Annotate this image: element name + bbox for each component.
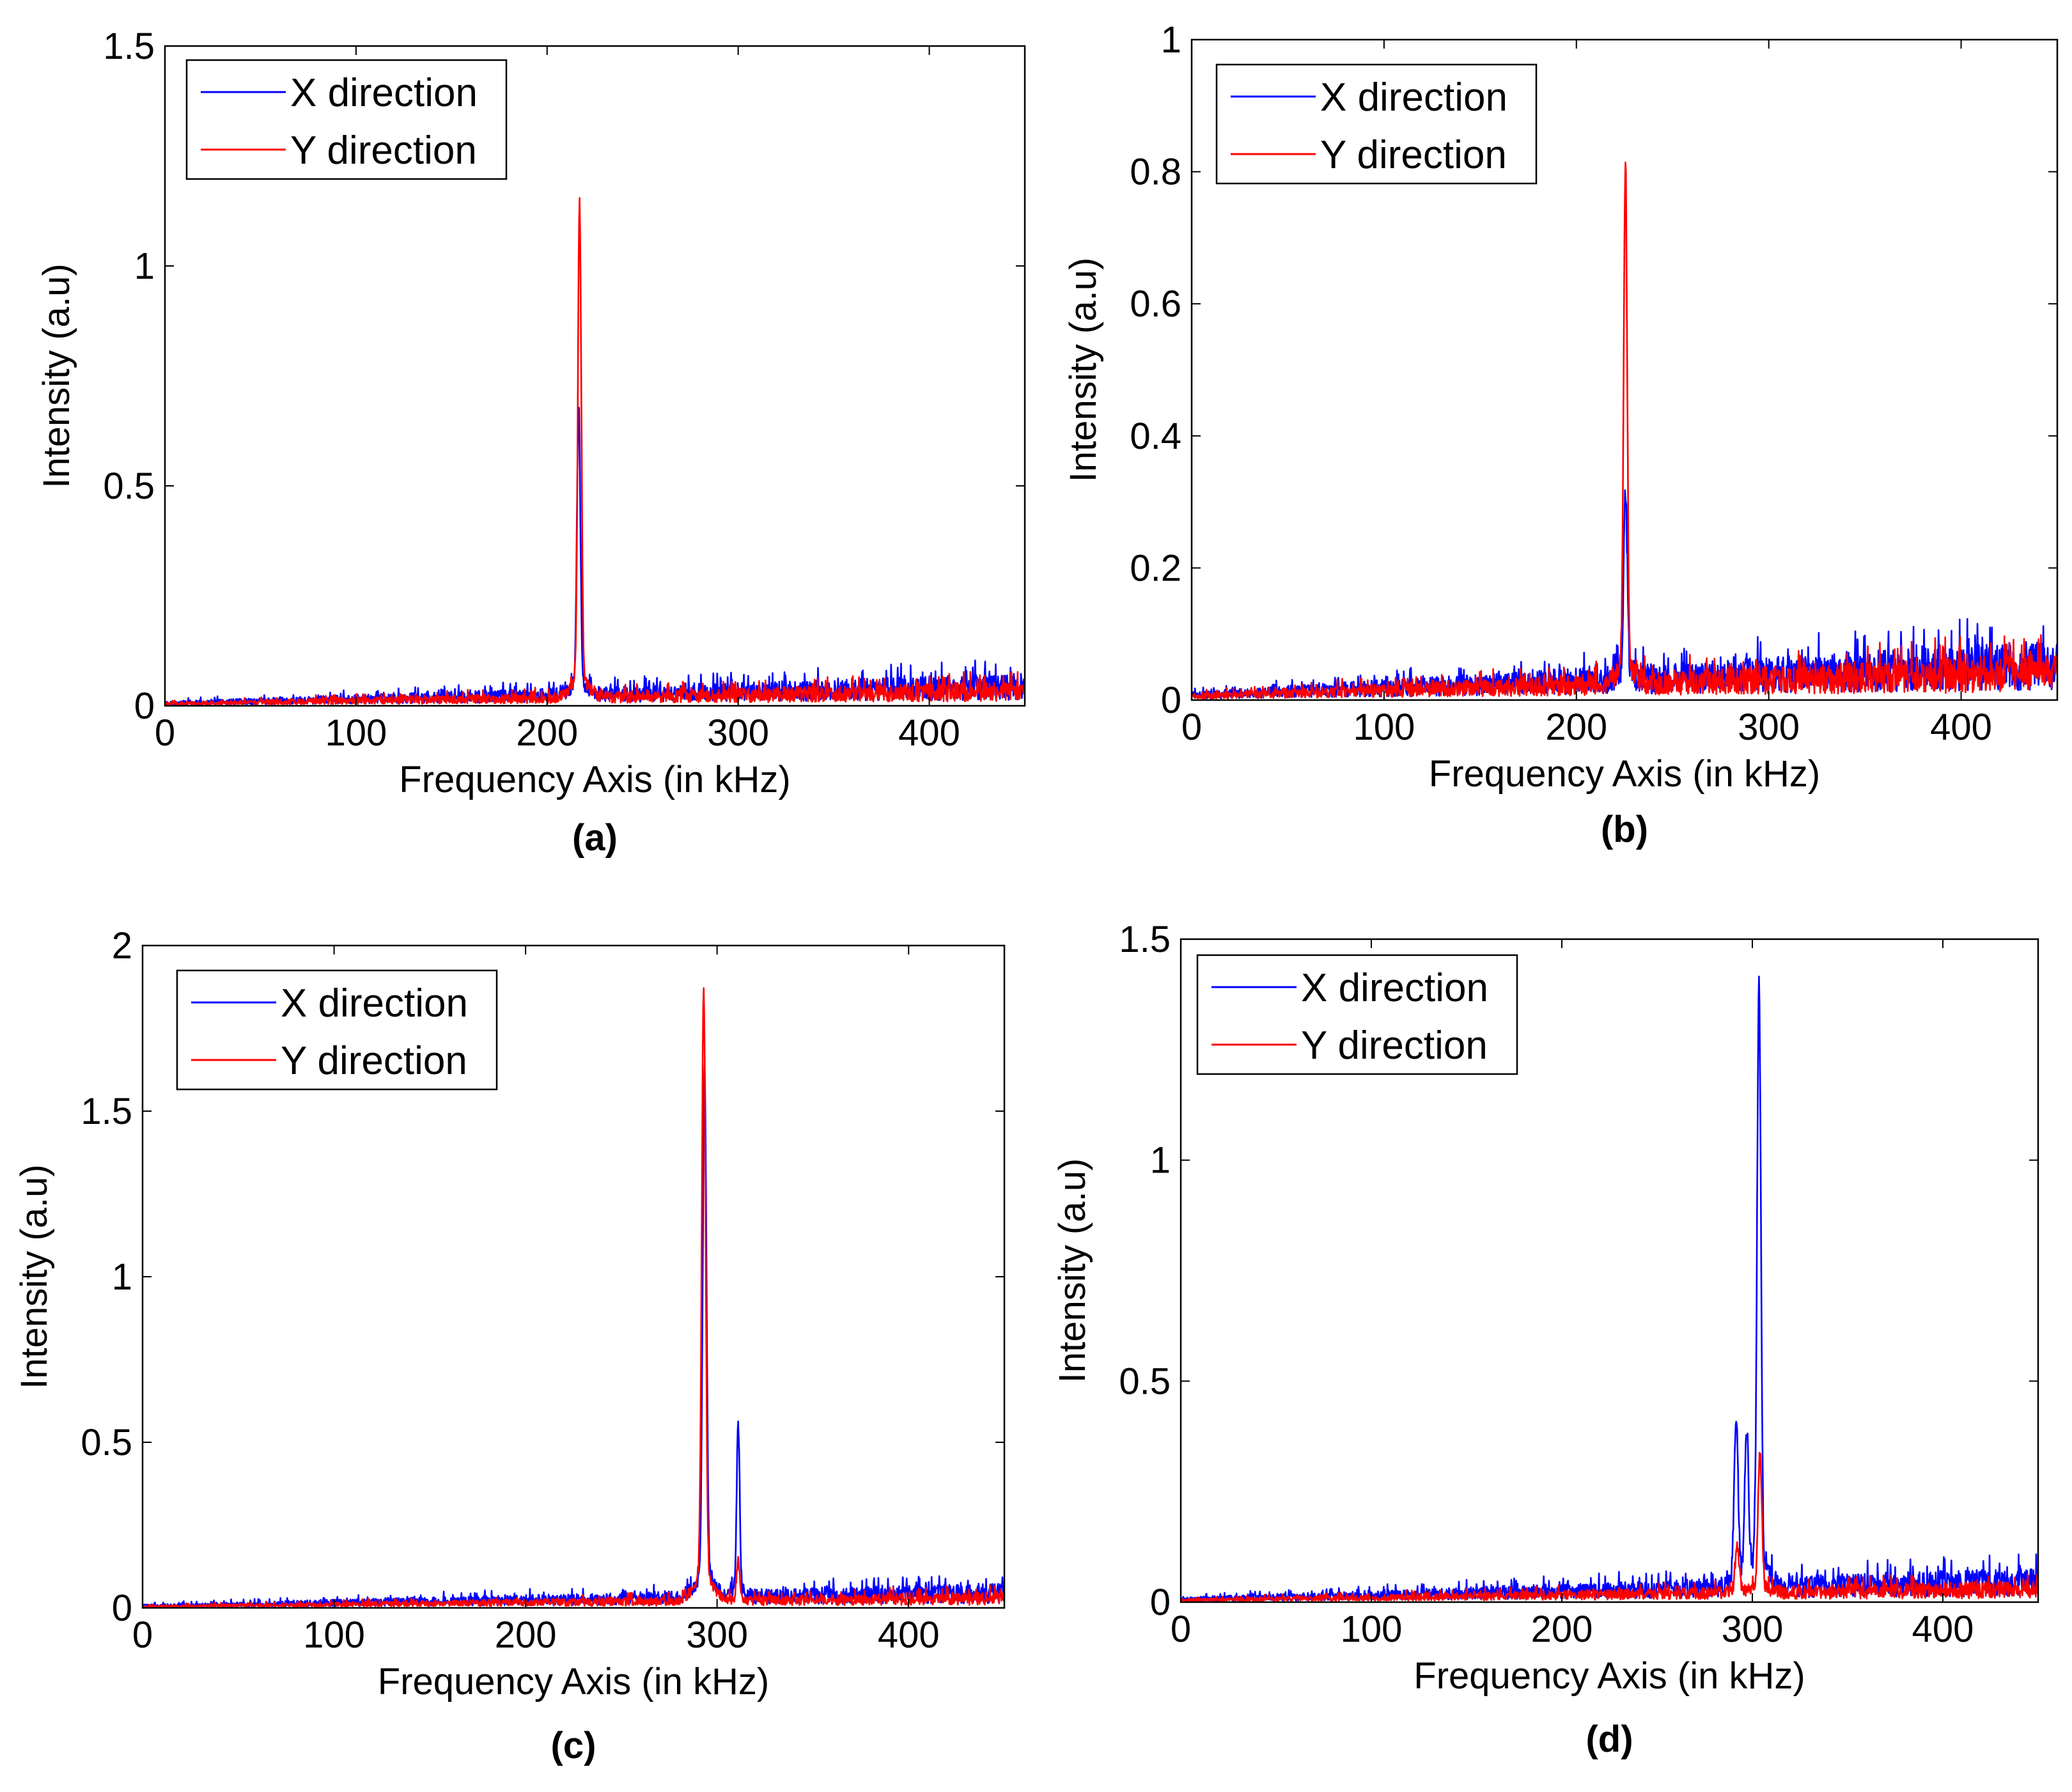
panel-label: (b) — [1601, 809, 1648, 850]
legend-label-y-direction: Y direction — [1320, 133, 1507, 177]
legend-box — [1196, 954, 1518, 1075]
x-tick-label: 200 — [1531, 1609, 1593, 1650]
y-axis-label: Intensity (a.u) — [1052, 1158, 1093, 1383]
x-tick-label: 0 — [1171, 1609, 1191, 1650]
x-tick-label: 100 — [1353, 706, 1415, 748]
x-tick-label: 400 — [1930, 706, 1992, 748]
x-axis-label: Frequency Axis (in kHz) — [1429, 753, 1820, 795]
x-tick-label: 400 — [1912, 1609, 1974, 1650]
y-tick-label: 0.4 — [1130, 416, 1181, 457]
legend-label-y-direction: Y direction — [281, 1039, 467, 1083]
axes-frame — [164, 45, 1026, 707]
y-tick-label: 0.5 — [1119, 1360, 1171, 1402]
legend-box — [1215, 63, 1538, 185]
x-axis-label: Frequency Axis (in kHz) — [399, 759, 790, 800]
y-tick-label: 2 — [112, 925, 132, 967]
legend-label-x-direction: X direction — [1320, 75, 1507, 120]
chart-panel-d: 0 100 200 300 400 0 0.5 1 1.5 Frequency Axis (in … — [1052, 919, 2039, 1760]
legend: X direction Y direction — [1215, 63, 1538, 185]
y-tick-label: 0 — [1150, 1582, 1171, 1623]
y-tick-label: 0.6 — [1130, 283, 1181, 325]
series-line-y-direction — [1181, 1451, 2038, 1602]
y-tick-label: 0 — [112, 1587, 132, 1629]
y-tick-label: 0 — [1161, 680, 1181, 721]
legend-label-y-direction: Y direction — [1301, 1024, 1488, 1068]
legend-box — [185, 59, 508, 180]
legend: X direction Y direction — [1196, 954, 1518, 1075]
legend: X direction Y direction — [185, 59, 508, 180]
x-tick-label: 0 — [1181, 706, 1202, 748]
axes-frame — [1190, 38, 2059, 701]
x-axis-label: Frequency Axis (in kHz) — [378, 1661, 769, 1702]
x-tick-label: 200 — [495, 1614, 557, 1656]
x-tick-label: 200 — [516, 712, 578, 754]
y-tick-label: 0.2 — [1130, 547, 1181, 589]
legend-box — [176, 969, 498, 1091]
y-tick-label: 0.5 — [81, 1422, 132, 1463]
series-line-y-direction — [1192, 161, 2057, 700]
y-tick-label: 1.5 — [103, 26, 155, 67]
legend-label-x-direction: X direction — [290, 71, 478, 115]
x-tick-label: 100 — [303, 1614, 365, 1656]
x-tick-label: 400 — [878, 1614, 940, 1656]
series-group — [165, 197, 1025, 706]
panel-label: (d) — [1585, 1718, 1633, 1760]
x-axis-label: Frequency Axis (in kHz) — [1414, 1655, 1805, 1697]
x-tick-label: 100 — [325, 712, 387, 754]
chart-panel-b: 0 100 200 300 400 0 0.2 0.4 0.6 0.8 1 Frequency Axi… — [1063, 19, 2059, 850]
x-tick-label: 300 — [1738, 706, 1800, 748]
series-group — [1192, 161, 2057, 700]
chart-panel-a: 0 100 200 300 400 0 0.5 1 1.5 Frequency Axis (in … — [36, 26, 1026, 859]
y-axis-label: Intensity (a.u) — [13, 1164, 55, 1389]
series-group — [1181, 976, 2038, 1602]
x-tick-label: 200 — [1545, 706, 1607, 748]
x-tick-label: 0 — [132, 1614, 153, 1656]
series-group — [143, 987, 1004, 1608]
x-tick-label: 300 — [707, 712, 769, 754]
series-line-y-direction — [165, 197, 1025, 706]
y-tick-label: 0.5 — [103, 465, 155, 507]
y-tick-label: 1.5 — [81, 1091, 132, 1132]
y-tick-label: 1 — [1161, 19, 1181, 61]
legend-label-y-direction: Y direction — [290, 129, 477, 173]
series-line-x-direction — [1192, 489, 2057, 700]
x-tick-label: 100 — [1341, 1609, 1403, 1650]
series-line-y-direction — [143, 987, 1004, 1608]
y-tick-label: 1 — [134, 245, 155, 287]
y-tick-label: 1 — [112, 1256, 132, 1298]
y-tick-label: 0 — [134, 685, 155, 727]
y-axis-label: Intensity (a.u) — [1063, 258, 1104, 482]
axes-frame — [1180, 938, 2039, 1603]
panel-label: (c) — [551, 1725, 596, 1766]
panel-label: (a) — [572, 817, 618, 859]
y-tick-label: 0.8 — [1130, 152, 1181, 193]
x-tick-label: 0 — [155, 712, 175, 754]
x-tick-label: 300 — [686, 1614, 748, 1656]
x-tick-label: 300 — [1722, 1609, 1784, 1650]
legend: X direction Y direction — [176, 969, 498, 1091]
legend-label-x-direction: X direction — [281, 981, 468, 1025]
y-tick-label: 1 — [1150, 1140, 1171, 1181]
y-axis-label: Intensity (a.u) — [36, 263, 77, 488]
y-tick-label: 1.5 — [1119, 919, 1171, 960]
chart-panel-c: 0 100 200 300 400 0 0.5 1 1.5 2 Frequency Axis (in… — [13, 925, 1006, 1766]
legend-label-x-direction: X direction — [1301, 966, 1488, 1010]
x-tick-label: 400 — [898, 712, 960, 754]
